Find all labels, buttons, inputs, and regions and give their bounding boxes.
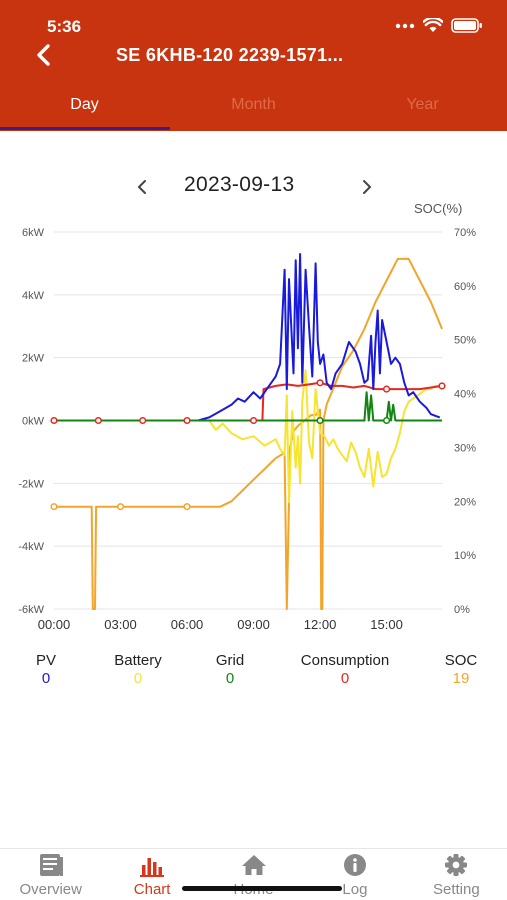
tab-year[interactable]: Year (406, 96, 439, 113)
data-point-consumption (50, 416, 58, 425)
app-header: 5:36 SE 6KHB-120 2239-1571... Day (0, 0, 507, 131)
series-line-grid (54, 391, 442, 422)
chart-legend: PV 0 Battery 0 Grid 0 Consumption 0 SOC … (0, 652, 507, 694)
legend-consumption-label: Consumption (300, 652, 390, 669)
legend-pv-value: 0 (41, 670, 51, 687)
energy-chart[interactable]: 6kW 4kW 2kW 0kW -2kW -4kW -6kW 70% 60% 50% 40% 30% 2… (0, 195, 507, 640)
wifi-icon (423, 18, 443, 32)
legend-grid-value: 0 (225, 670, 235, 687)
series-line-pv (54, 253, 441, 422)
y-right-axis-label: SOC(%) (414, 201, 462, 216)
legend-battery-label: Battery (114, 652, 162, 669)
bottom-navigation: Overview Chart Home Log (0, 848, 507, 900)
nav-log[interactable]: Log (304, 849, 405, 900)
nav-chart-label: Chart (133, 881, 171, 898)
back-button[interactable] (28, 40, 58, 70)
nav-setting[interactable]: Setting (406, 849, 507, 900)
home-icon (241, 855, 266, 875)
next-day-button[interactable] (355, 174, 379, 200)
nav-home[interactable]: Home (203, 849, 304, 900)
x-tick-label: 15:00 (370, 617, 403, 632)
nav-overview[interactable]: Overview (0, 849, 101, 900)
home-indicator (182, 886, 342, 891)
overview-icon (39, 854, 63, 876)
legend-grid[interactable]: Grid 0 (206, 652, 254, 687)
data-point-grid (383, 416, 391, 425)
y-right-tick-label: 30% (454, 442, 476, 454)
y-right-tick-label: 40% (454, 389, 476, 401)
battery-icon (451, 18, 482, 33)
y-right-tick-label: 10% (454, 550, 476, 562)
nav-overview-label: Overview (19, 881, 82, 898)
tab-day[interactable]: Day (70, 96, 99, 113)
series-line-battery (54, 369, 440, 504)
x-tick-label: 12:00 (304, 617, 337, 632)
data-point-consumption (383, 385, 391, 393)
y-right-tick-label: 70% (454, 227, 476, 239)
data-point-consumption (94, 416, 102, 425)
legend-pv-label: PV (35, 652, 56, 669)
series-line-soc (54, 257, 443, 610)
y-left-tick-label: -4kW (18, 541, 44, 553)
y-right-tick-label: 20% (454, 496, 476, 508)
x-tick-label: 06:00 (171, 617, 204, 632)
legend-pv[interactable]: PV 0 (28, 652, 64, 687)
back-arrow-icon (37, 44, 50, 66)
tab-month[interactable]: Month (231, 96, 276, 113)
data-point-consumption (438, 382, 446, 390)
gear-icon (445, 854, 468, 876)
x-tick-label: 03:00 (104, 617, 137, 632)
legend-consumption[interactable]: Consumption 0 (286, 652, 404, 687)
data-point-consumption (183, 416, 191, 425)
y-left-tick-label: 0kW (22, 416, 45, 428)
y-right-tick-label: 0% (454, 604, 470, 616)
legend-battery-value: 0 (133, 670, 143, 687)
status-time: 5:36 (47, 17, 82, 36)
legend-soc-label: SOC (444, 652, 478, 669)
legend-soc-value: 19 (452, 670, 470, 687)
data-point-soc (116, 503, 125, 511)
nav-setting-label: Setting (432, 881, 480, 898)
legend-battery[interactable]: Battery 0 (103, 652, 173, 687)
legend-grid-label: Grid (215, 652, 245, 669)
data-point-soc (183, 503, 191, 511)
legend-consumption-value: 0 (340, 670, 350, 687)
y-left-tick-label: -6kW (18, 604, 44, 616)
data-point-consumption (139, 416, 147, 425)
status-icons (395, 18, 483, 33)
cellular-signal-icon (395, 23, 415, 28)
data-point-consumption (316, 379, 324, 387)
y-left-tick-label: 2kW (22, 353, 45, 365)
data-point-soc (50, 503, 58, 511)
y-right-tick-label: 50% (454, 335, 476, 347)
selected-date: 2023-09-13 (184, 173, 295, 196)
nav-log-label: Log (342, 881, 368, 898)
y-left-tick-label: 4kW (22, 290, 45, 302)
chevron-right-icon (363, 180, 371, 194)
active-tab-indicator (0, 127, 170, 130)
y-right-tick-label: 60% (454, 281, 476, 293)
y-left-tick-label: -2kW (18, 478, 44, 490)
period-tabs: Day Month Year (0, 88, 507, 131)
chevron-left-icon (138, 180, 146, 194)
x-tick-label: 09:00 (237, 617, 270, 632)
legend-soc[interactable]: SOC 19 (436, 652, 486, 687)
x-tick-label: 00:00 (38, 617, 71, 632)
date-selector: 2023-09-13 (0, 170, 507, 204)
info-icon (343, 854, 366, 876)
nav-chart[interactable]: Chart (101, 849, 202, 900)
chart-icon (140, 858, 165, 877)
page-title: SE 6KHB-120 2239-1571... (116, 45, 344, 65)
data-point-grid (316, 416, 324, 425)
data-point-consumption (249, 416, 258, 425)
previous-day-button[interactable] (130, 174, 154, 200)
y-left-tick-label: 6kW (22, 227, 45, 239)
